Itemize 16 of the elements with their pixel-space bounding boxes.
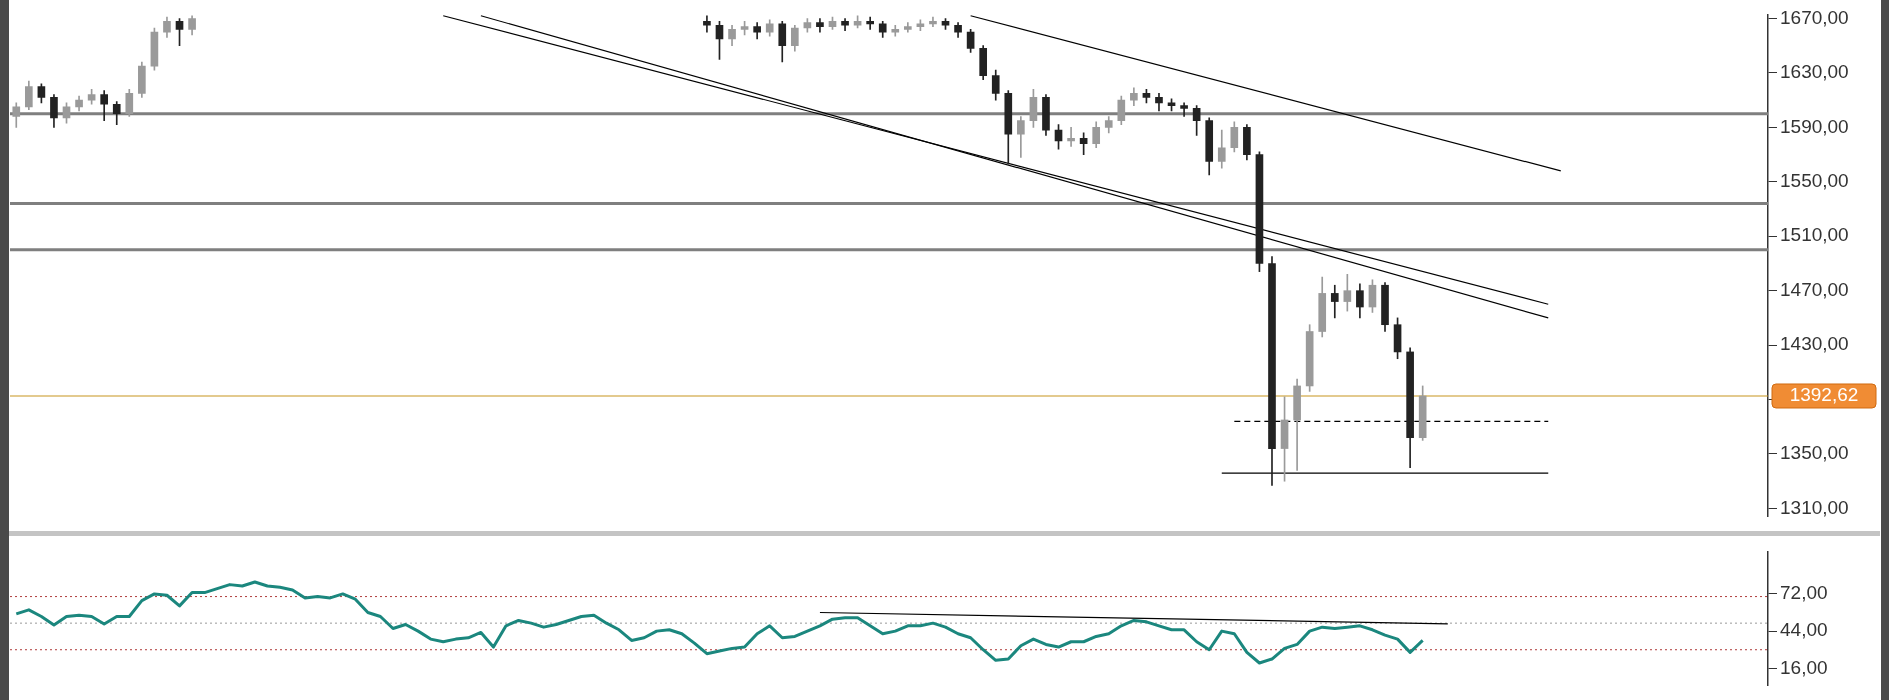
y-tick-label: 1510,00 — [1780, 224, 1849, 246]
y-tick-label: 1350,00 — [1780, 442, 1849, 464]
y-tick-label: 1310,00 — [1780, 496, 1849, 518]
y-tick-label: 72,00 — [1780, 582, 1828, 604]
y-tick-label: 16,00 — [1780, 656, 1828, 678]
y-tick-label: 1550,00 — [1780, 170, 1849, 192]
candlestick — [891, 24, 900, 37]
y-tick-label: 1590,00 — [1780, 115, 1849, 137]
y-tick-label: 1430,00 — [1780, 333, 1849, 355]
candlestick — [866, 16, 874, 30]
y-tick-label: 44,00 — [1780, 619, 1828, 641]
y-tick-label: 1670,00 — [1780, 6, 1849, 28]
candlestick — [1067, 127, 1075, 147]
y-tick-label: 1470,00 — [1780, 278, 1849, 300]
ref-line-label: 1392,62 — [1789, 384, 1859, 406]
y-tick-label: 1630,00 — [1780, 61, 1849, 83]
